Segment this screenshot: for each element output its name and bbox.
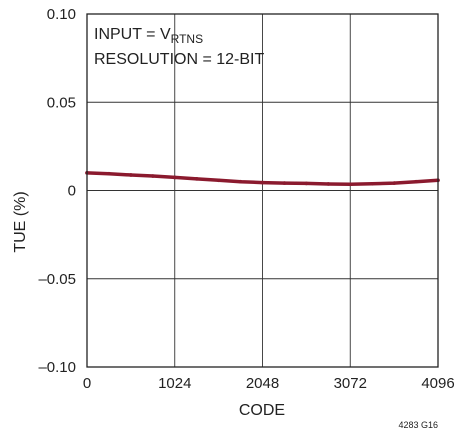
resolution-annotation: RESOLUTION = 12-BIT — [94, 51, 264, 68]
y-tick-label: 0.10 — [47, 6, 76, 23]
data-point — [172, 175, 177, 180]
data-point — [260, 180, 265, 185]
series-line-group — [85, 171, 440, 187]
x-tick-label: 0 — [83, 375, 91, 392]
data-point — [129, 173, 133, 177]
data-point — [392, 181, 396, 185]
data-point — [107, 171, 111, 176]
grid-lines — [87, 14, 438, 367]
data-point — [304, 181, 309, 186]
x-tick-label: 4096 — [421, 375, 454, 392]
y-tick-label: 0 — [68, 183, 76, 200]
x-tick-label: 3072 — [334, 375, 367, 392]
x-tick-label: 2048 — [246, 375, 279, 392]
x-tick-labels: 0 1024 2048 3072 4096 — [83, 375, 455, 392]
data-point — [194, 177, 199, 181]
data-point — [414, 179, 418, 184]
x-axis-label: CODE — [239, 402, 285, 419]
figure-id: 4283 G16 — [398, 420, 438, 430]
y-tick-label: 0.05 — [47, 94, 76, 111]
data-point — [238, 179, 243, 184]
data-point — [348, 182, 353, 187]
data-point — [216, 178, 221, 183]
plot-frame — [86, 13, 439, 368]
data-point — [370, 181, 374, 186]
x-tick-label: 1024 — [158, 375, 191, 392]
input-annotation: INPUT = VRTNS — [94, 26, 203, 46]
y-tick-label: –0.05 — [38, 271, 76, 288]
y-tick-labels: 0.10 0.05 0 –0.05 –0.10 — [38, 6, 76, 376]
y-axis-label: TUE (%) — [12, 191, 29, 252]
data-point — [282, 181, 287, 185]
y-tick-label: –0.10 — [38, 359, 76, 376]
data-point — [326, 182, 331, 186]
data-point — [151, 174, 155, 178]
